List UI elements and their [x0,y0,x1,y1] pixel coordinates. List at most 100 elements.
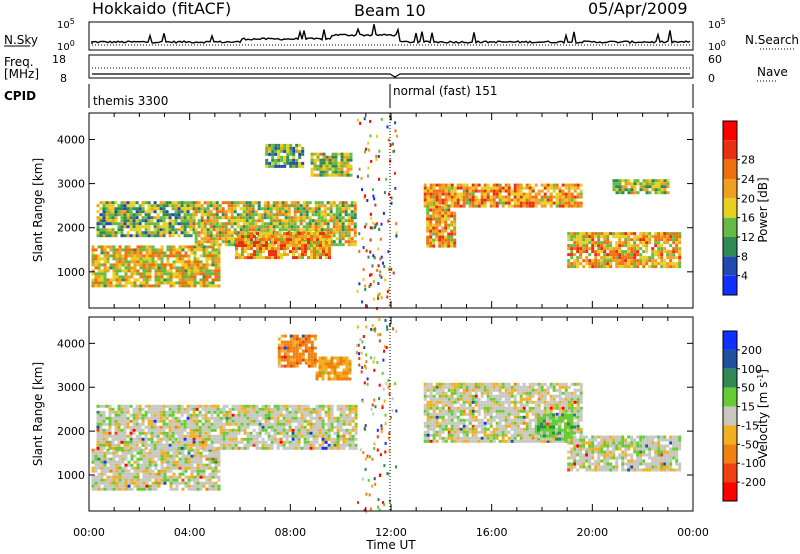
data-cell [528,198,532,202]
data-cell [183,422,187,426]
data-cell [156,231,160,235]
data-cell [165,222,169,226]
data-cell [189,213,193,217]
data-cell [648,185,652,189]
colorbar-swatch [723,121,737,141]
data-cell [292,346,296,350]
data-cell [441,244,445,248]
data-cell [284,228,288,232]
data-cell [178,248,182,252]
noise-cell [375,307,378,311]
nave-label: Nave [757,65,788,79]
data-cell [275,231,279,235]
data-cell [177,216,181,220]
data-cell [222,431,226,435]
data-cell [239,216,243,220]
data-cell [195,404,199,408]
data-cell [135,443,139,447]
data-cell [270,434,274,438]
data-cell [126,210,130,214]
data-cell [186,404,190,408]
data-cell [111,437,115,441]
data-cell [303,419,307,423]
data-cell [291,431,295,435]
data-cell [354,443,358,447]
data-cell [576,235,580,239]
data-cell [313,241,316,245]
data-cell [609,265,613,269]
data-cell [109,254,113,258]
data-cell [314,225,318,229]
data-cell [139,457,143,461]
data-cell [306,413,310,417]
data-cell [293,228,297,232]
data-cell [118,251,122,255]
data-cell [202,448,206,452]
data-cell [606,265,610,269]
data-cell [251,210,255,214]
data-cell [203,207,207,211]
data-cell [669,265,673,269]
data-cell [295,247,298,251]
data-cell [150,231,154,235]
data-cell [219,425,223,429]
data-cell [346,152,350,156]
data-cell [271,146,275,150]
data-cell [100,451,104,455]
data-cell [211,454,215,458]
data-cell [97,245,101,249]
data-cell [144,231,148,235]
data-cell [480,192,484,196]
data-cell [441,226,445,230]
data-cell [295,334,299,338]
data-cell [321,407,325,411]
data-cell [112,457,116,461]
data-cell [154,454,158,458]
data-cell [326,228,330,232]
data-cell [624,259,628,263]
data-cell [208,457,212,461]
data-cell [284,201,288,205]
data-cell [289,152,293,156]
data-cell [147,234,151,238]
data-cell [268,161,272,165]
data-cell [123,210,127,214]
data-cell [266,222,270,226]
data-cell [283,349,287,353]
data-cell [338,231,342,235]
data-cell [310,161,314,165]
noise-cell [360,176,363,180]
data-cell [120,404,124,408]
data-cell [252,407,256,411]
data-cell [345,416,349,420]
data-cell [612,235,616,239]
data-cell [289,244,292,248]
data-cell [435,198,439,202]
data-cell [147,428,151,432]
data-cell [336,377,340,381]
data-cell [313,253,316,257]
data-cell [160,251,164,255]
data-cell [172,487,176,491]
data-cell [212,237,216,241]
data-cell [163,466,167,470]
data-cell [444,192,448,196]
data-cell [96,416,100,420]
data-cell [91,481,95,485]
data-cell [312,434,316,438]
data-cell [299,222,303,226]
data-cell [120,419,124,423]
data-cell [169,278,173,282]
noise-cell [374,225,376,229]
data-cell [313,247,316,251]
data-cell [441,186,445,190]
data-cell [251,213,255,217]
data-cell [338,228,342,232]
data-cell [600,241,604,245]
data-cell [642,185,646,189]
data-cell [338,216,342,220]
data-cell [307,364,311,368]
data-cell [213,404,217,408]
data-cell [318,407,322,411]
data-cell [468,186,472,190]
